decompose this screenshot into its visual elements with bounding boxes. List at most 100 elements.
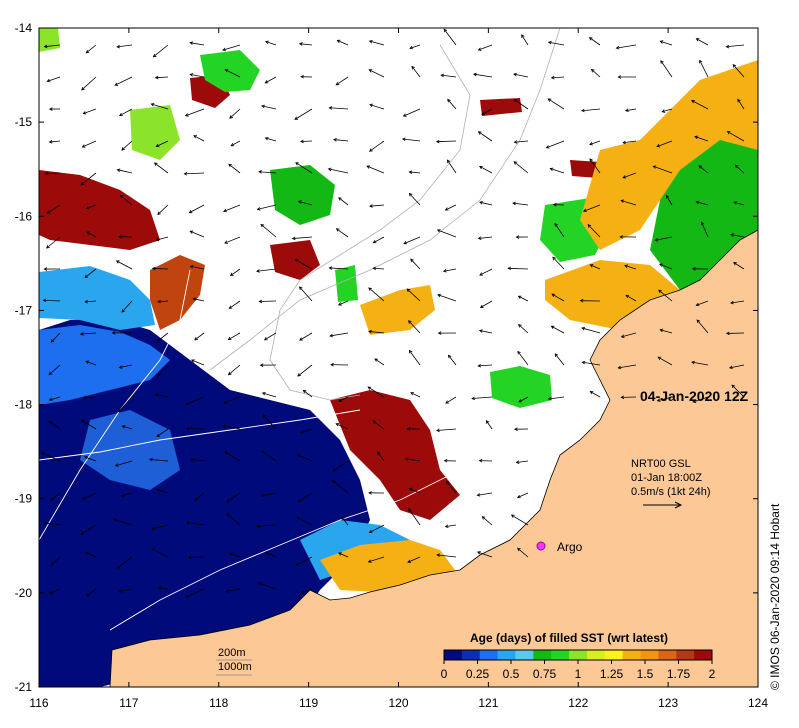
current-arrow [368,287,385,302]
colorbar-cell [479,650,499,660]
current-arrow [262,414,277,430]
current-arrow [86,231,97,238]
current-arrow [48,364,61,376]
current-arrow [261,391,277,398]
current-arrow [654,236,673,242]
current-arrow [367,386,385,398]
current-arrow [478,458,493,463]
current-arrow [153,162,169,174]
current-arrow [732,64,745,78]
colorbar-tick-label: 0.75 [533,667,557,681]
current-arrow [369,140,385,152]
colorbar-tick-label: 1.25 [600,667,624,681]
current-arrow [81,419,97,430]
current-arrow [652,165,673,174]
current-arrow [582,204,601,213]
current-arrow [625,294,637,302]
current-arrow [517,547,529,558]
current-arrow [300,74,313,79]
current-arrow [81,492,97,500]
current-arrow [549,167,565,174]
current-arrow [587,224,601,238]
current-arrow [156,428,169,437]
current-arrow [726,131,745,142]
current-scale: 0.5m/s (1kt 24h) [631,486,710,498]
current-arrow [83,455,97,462]
current-arrow [581,326,601,334]
current-arrow [622,172,637,179]
current-arrow [42,521,61,526]
current-arrow [188,204,205,214]
current-arrow [436,553,457,558]
current-arrow [111,331,133,335]
longitude-tick-label: 123 [658,696,678,710]
current-arrow [192,297,205,302]
current-arrow [50,556,61,566]
current-arrow [297,492,313,503]
current-arrow [155,236,169,242]
longitude-tick-label: 117 [119,696,138,710]
current-arrow [260,223,277,238]
isobath-label-200m: 200m [218,647,246,659]
current-arrow [190,359,205,366]
current-arrow [225,588,241,593]
current-arrow [479,268,493,276]
current-arrow [338,396,349,402]
current-arrow [507,266,529,271]
current-arrow [409,44,421,50]
current-arrow [517,295,529,302]
current-arrow [151,266,169,271]
current-arrow [260,492,277,498]
current-arrow [437,331,457,335]
current-arrow [332,460,349,472]
current-arrow [699,59,709,78]
colorbar-cell [497,650,516,660]
current-arrow [328,106,349,110]
imos-credit: © IMOS 06-Jan-2020 09:14 Hobart [768,503,782,690]
current-arrow [665,194,673,206]
current-arrow [590,68,601,78]
current-legend: NRT00 GSL 01-Jan 18:00Z 0.5m/s (1kt 24h) [631,458,710,509]
current-arrow [445,396,457,404]
colorbar-cell [461,650,481,660]
current-arrow [256,268,277,273]
current-arrow [337,300,349,306]
current-arrow [554,353,565,366]
current-arrow [545,140,565,149]
current-scale-arrowhead [674,501,683,509]
current-arrow [81,76,97,91]
current-arrow [185,396,205,406]
current-arrow [261,104,277,110]
current-arrow [516,492,529,499]
current-arrow [589,264,601,270]
colorbar-tick-label: 1.75 [667,667,691,681]
current-arrow [410,392,421,398]
current-arrow [224,451,241,462]
current-arrow [335,423,349,430]
isobath-label-1000m: 1000m [218,661,252,673]
current-arrow [118,588,133,593]
current-arrow [518,396,529,403]
current-arrow [513,140,529,144]
latitude-tick-label: -16 [15,209,33,223]
current-arrow [46,236,61,249]
current-arrow [733,262,745,270]
current-arrow [227,364,241,376]
latitude-tick-label: -19 [15,492,33,506]
current-arrow [44,171,61,176]
colorbar-cell [694,650,713,660]
current-arrow [295,162,313,174]
current-arrow [410,258,421,270]
current-arrow [435,139,457,144]
current-arrow [691,267,709,271]
current-arrow [114,76,133,86]
current-arrow [228,163,241,174]
colorbar-cell [622,650,642,660]
isobath-white-1 [39,269,191,541]
current-arrow [121,140,133,151]
current-arrow [547,98,565,110]
isobath-200m [269,44,471,401]
current-arrow [372,420,385,430]
current-arrow [300,428,313,434]
current-arrow [189,230,205,238]
